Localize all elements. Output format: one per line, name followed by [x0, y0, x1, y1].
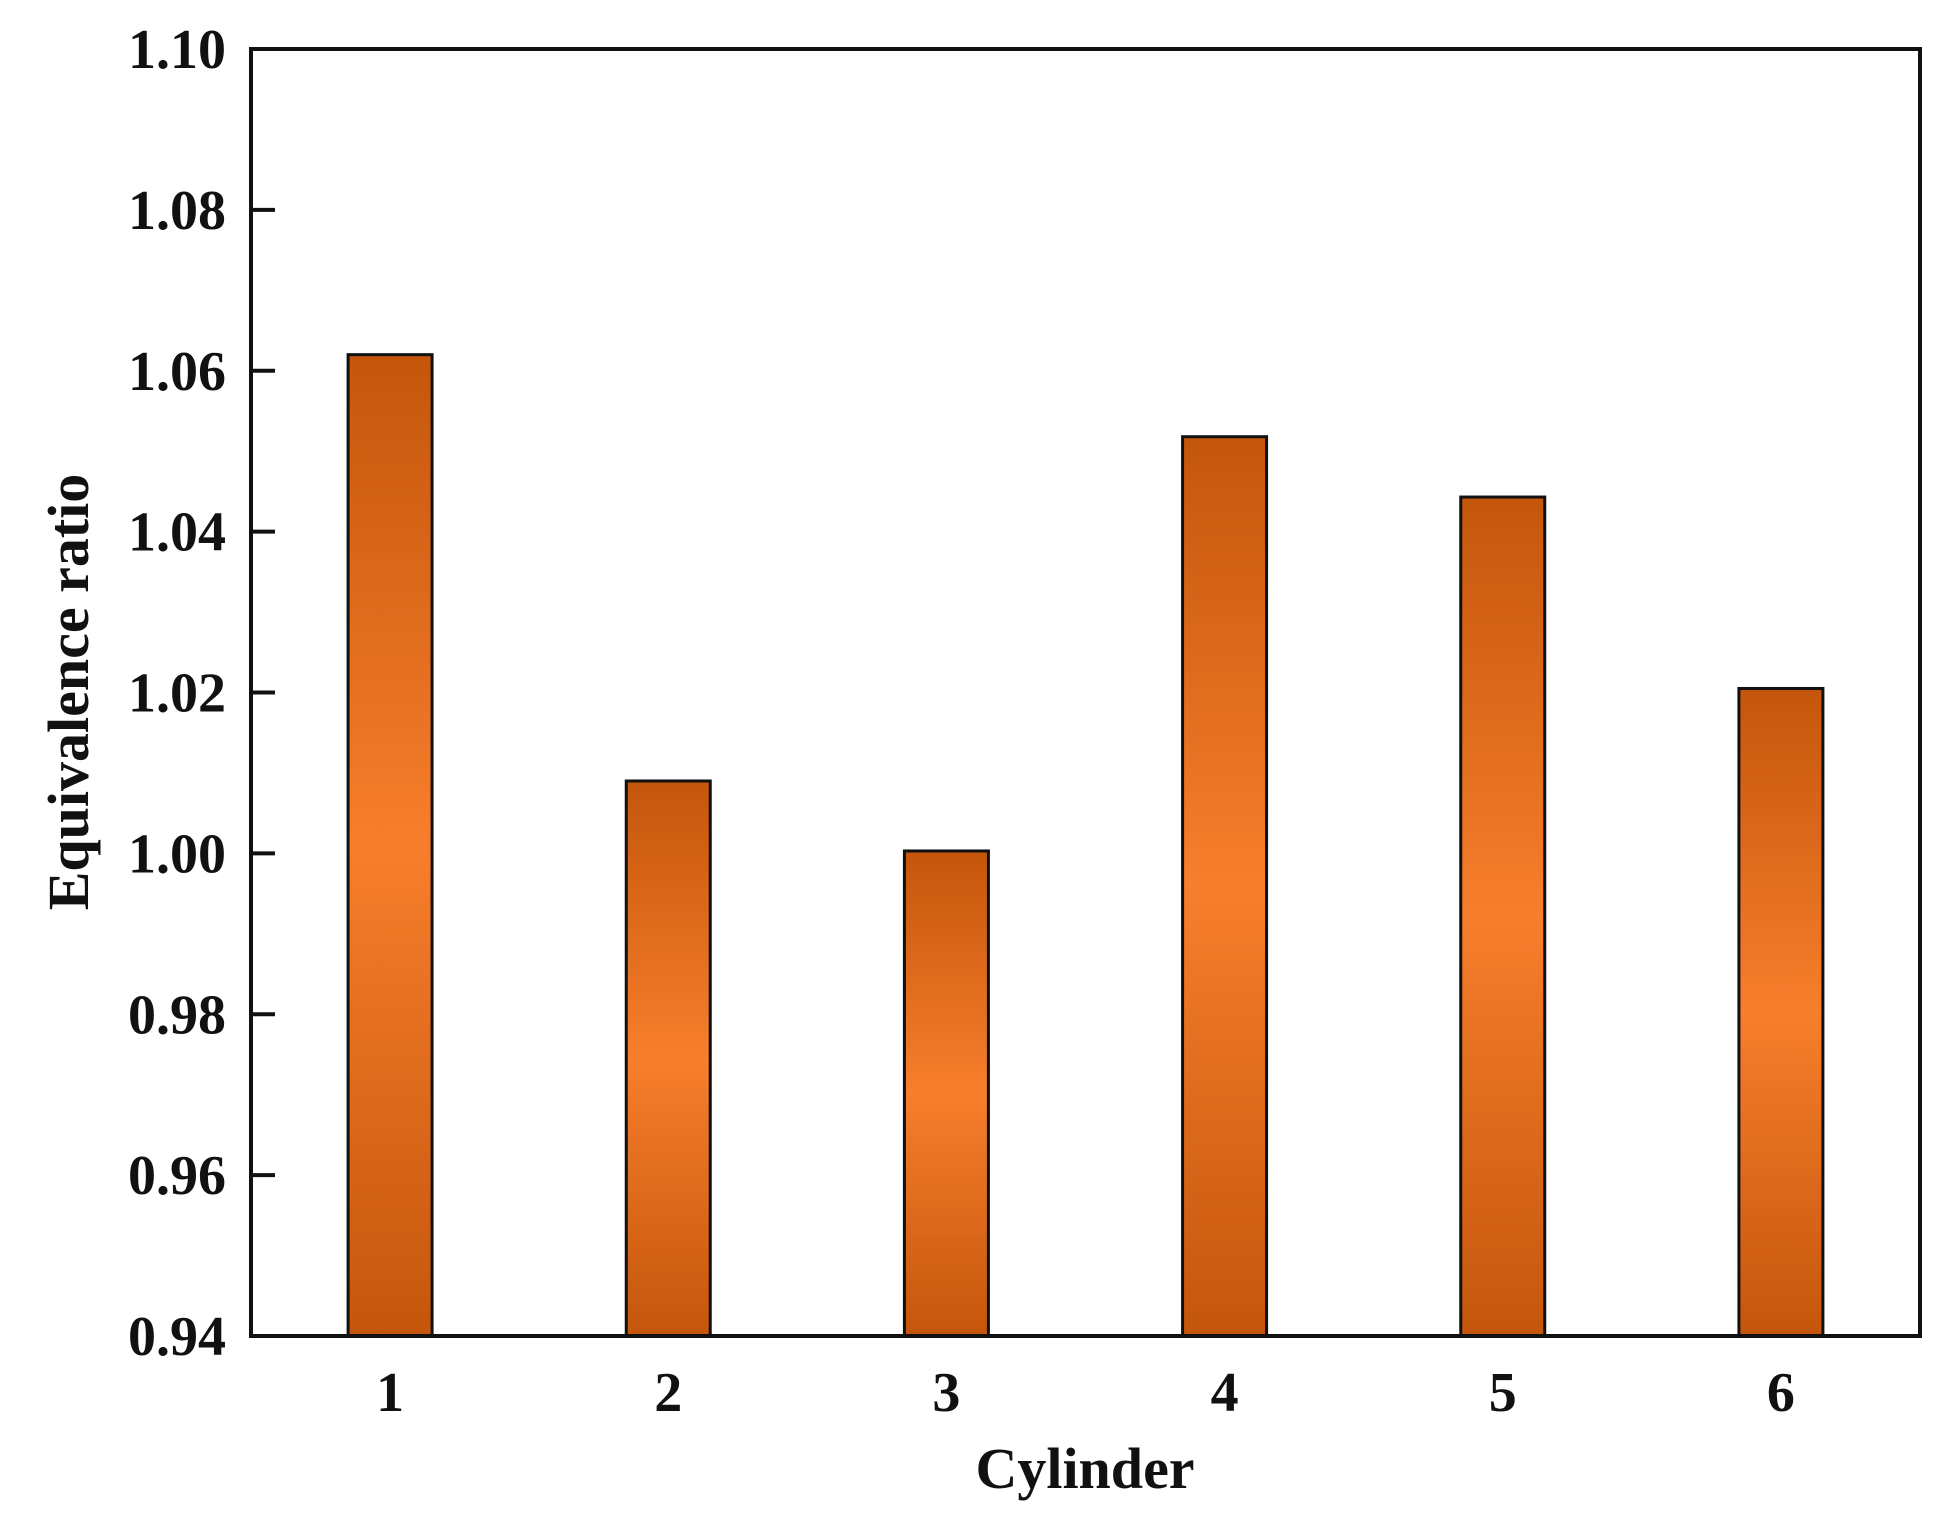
bar-cylinder-6: [1737, 686, 1825, 1338]
x-tick-label: 2: [654, 1362, 682, 1424]
bar-cylinder-1: [346, 353, 434, 1338]
bar-cylinder-3: [902, 849, 990, 1338]
bar-cylinder-4: [1181, 435, 1269, 1338]
y-tick-label: 0.96: [128, 1145, 226, 1207]
plot-frame: [249, 47, 1922, 1338]
y-tick-label: 1.04: [128, 502, 226, 564]
bars: [346, 353, 1825, 1338]
y-tick-label: 0.94: [128, 1306, 226, 1368]
y-tick-label: 1.00: [128, 823, 226, 885]
x-tick-label: 3: [932, 1362, 960, 1424]
bar-cylinder-5: [1459, 495, 1547, 1338]
x-tick-label: 6: [1767, 1362, 1795, 1424]
y-tick-label: 1.08: [128, 180, 226, 242]
bar-cylinder-2: [624, 779, 712, 1338]
x-tick-label: 1: [376, 1362, 404, 1424]
y-tick-label: 1.02: [128, 663, 226, 725]
y-tick-label: 1.06: [128, 341, 226, 403]
y-axis: 0.94 0.96 0.98 1.00 1.02 1.04 1.06 1.08 1.10: [128, 19, 275, 1368]
x-tick-label: 5: [1489, 1362, 1517, 1424]
x-tick-label: 4: [1211, 1362, 1239, 1424]
y-axis-title: Equivalence ratio: [36, 474, 101, 911]
x-axis: 1 2 3 4 5 6: [376, 1362, 1795, 1424]
y-tick-label: 1.10: [128, 19, 226, 81]
y-tick-label: 0.98: [128, 984, 226, 1046]
x-axis-title: Cylinder: [975, 1436, 1194, 1501]
